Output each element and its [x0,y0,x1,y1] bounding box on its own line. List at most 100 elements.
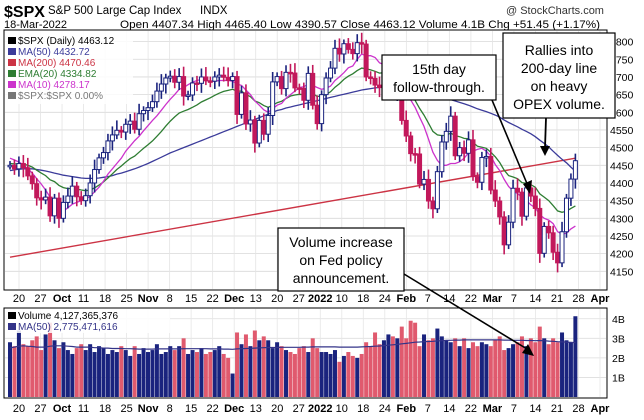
candle-body [292,72,298,89]
volume-bar [332,350,337,397]
price-x-tick-label: 20 [13,293,25,305]
price-y-axis: 4150 4200 4250 4300 4350 4400 4450 4500 4550 4600… [610,37,634,279]
volume-bar [479,342,484,397]
volume-x-tick-label: 25 [120,403,132,415]
volume-bar [470,342,475,397]
volume-bar [243,334,248,397]
price-x-tick-label: 20 [271,293,283,305]
volume-bar [186,353,191,397]
candle-body [136,113,142,130]
callout-followthrough-line-1: 15th day [412,61,466,77]
volume-bar [8,342,12,397]
volume-bar [413,322,418,397]
candle-body [501,216,507,246]
volume-bar [128,355,133,397]
legend-swatch [8,59,16,66]
callout-volume-line-1: Volume increase [289,234,393,250]
volume-x-tick-label: 10 [336,403,348,415]
candle-body [497,200,503,218]
candle-body [78,196,84,202]
volume-bar [65,350,70,397]
volume-bar [395,338,400,397]
candle-body [252,119,258,144]
candle-body [7,164,13,168]
volume-bar [105,353,110,397]
arrow-rallies [544,117,547,149]
candle-body [363,43,369,78]
price-x-tick-label: 11 [78,293,89,305]
chart-header: $SPX S&P 500 Large Cap Index INDX @ Stoc… [4,4,604,31]
price-x-tick-label: Mar [483,293,503,305]
candle-body [194,82,200,85]
volume-x-axis: 20 27 Oct 11 18 25 Nov 8 15 22 Dec 13 20 27 2022 10 18 24… [13,403,610,415]
legend-label: MA(50) 4432.72 [18,47,90,58]
candle-body [198,76,204,84]
price-x-tick-label: 8 [167,293,173,305]
callout-volume-line-2: on Fed policy [299,252,382,268]
price-y-tick-label: 4250 [610,231,634,243]
candle-body [301,87,307,101]
candle-body [274,76,280,83]
volume-bar [426,340,431,397]
volume-bar [61,342,66,397]
volume-bar [34,336,39,397]
legend-swatch [8,37,16,44]
volume-x-tick-label: Nov [138,403,160,415]
candle-body [323,77,329,96]
volume-y-tick-label: 3B [612,333,625,345]
security-name: S&P 500 Large Cap Index [48,5,182,17]
candle-body [336,47,342,55]
volume-x-tick-label: 13 [250,403,262,415]
volume-bar [221,353,226,397]
volume-bar [177,346,182,397]
price-x-tick-label: 7 [511,293,517,305]
candle-body [563,197,569,233]
candle-body [109,134,115,142]
volume-bar [101,348,106,397]
volume-bar [39,350,44,397]
candle-body [185,94,191,97]
legend-background [5,31,133,104]
volume-bar [25,346,30,397]
volume-bar [261,336,266,397]
volume-ma50-line [9,339,576,350]
candle-body [287,71,293,75]
volume-bar [430,338,435,397]
candle-body [141,110,147,115]
volume-bar [337,361,342,397]
volume-bar [439,336,444,397]
volume-bar [270,348,275,397]
candle-body [523,187,529,217]
candle-body [221,74,227,78]
price-x-tick-label: 10 [336,293,348,305]
candle-body [216,74,222,78]
volume-bar [159,353,164,397]
candle-body [207,80,213,83]
volume-x-tick-label: 8 [167,403,173,415]
volume-bar [484,344,489,397]
price-y-tick-label: 4600 [610,107,634,119]
price-x-tick-label: 14 [443,293,455,305]
volume-bar [533,342,538,397]
volume-bar [373,332,378,397]
volume-x-tick-label: 27 [34,403,46,415]
volume-bar [97,346,102,397]
volume-x-tick-label: 7 [425,403,431,415]
volume-bar [194,352,199,397]
volume-bar [488,346,493,397]
volume-bar [212,350,217,397]
legend-label: EMA(20) 4334.82 [18,69,97,80]
volume-bar [79,344,84,397]
candle-body [83,195,89,202]
candle-body [203,76,209,82]
candle-body [568,178,574,199]
candle-body [20,163,26,169]
candle-body [149,101,155,109]
candle-body [279,76,285,90]
volume-bar [16,330,21,397]
price-x-tick-label: 28 [572,293,584,305]
volume-bar [355,357,360,397]
volume-bar [444,340,449,397]
